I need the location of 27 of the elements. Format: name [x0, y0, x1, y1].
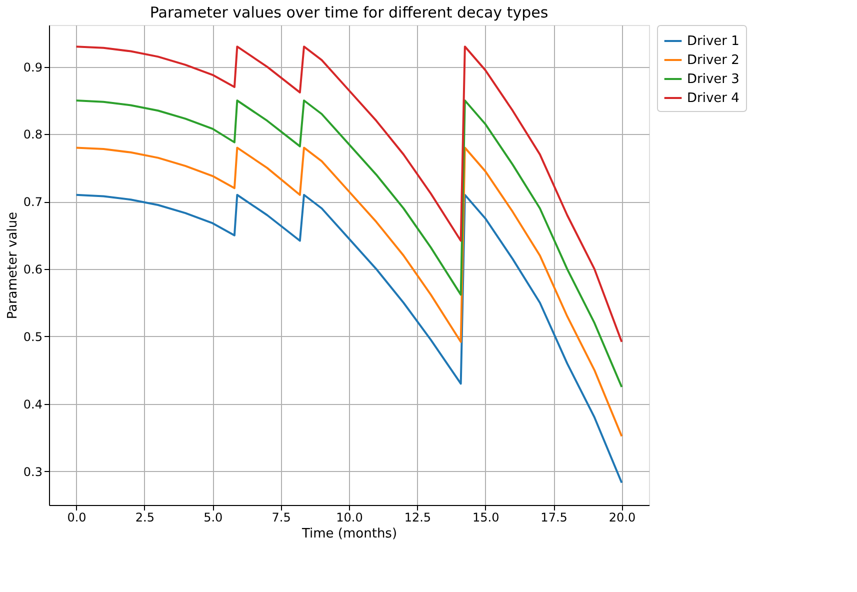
x-tick-label: 17.5: [540, 510, 568, 524]
x-tick-label: 7.5: [272, 510, 291, 524]
x-tick-label: 2.5: [135, 510, 154, 524]
legend-label: Driver 2: [687, 53, 740, 68]
x-tick-label: 15.0: [472, 510, 500, 524]
line-series: [75, 146, 623, 438]
y-tick-label: 0.6: [23, 262, 42, 277]
y-tick-label: 0.7: [23, 195, 42, 210]
x-tick-label: 20.0: [608, 510, 636, 524]
x-tick-label: 12.5: [404, 510, 432, 524]
y-axis-title: Parameter value: [5, 212, 20, 320]
line-series: [75, 194, 623, 484]
x-tick-label: 10.0: [336, 510, 363, 524]
chart-title: Parameter values over time for different decay types: [150, 4, 548, 22]
x-tick-label: 0.0: [67, 510, 86, 524]
y-tick-label: 0.4: [23, 397, 42, 412]
y-tick-label: 0.5: [23, 330, 42, 344]
line-series: [75, 46, 623, 343]
x-tick-label: 5.0: [204, 510, 223, 524]
legend-label: Driver 1: [687, 34, 740, 49]
y-tick-label: 0.3: [23, 464, 42, 479]
line-series: [75, 100, 623, 388]
legend-label: Driver 4: [687, 91, 740, 106]
legend-label: Driver 3: [687, 72, 740, 87]
y-tick-label: 0.8: [23, 128, 42, 142]
y-tick-label: 0.9: [23, 60, 42, 74]
x-axis-title: Time (months): [300, 526, 398, 542]
